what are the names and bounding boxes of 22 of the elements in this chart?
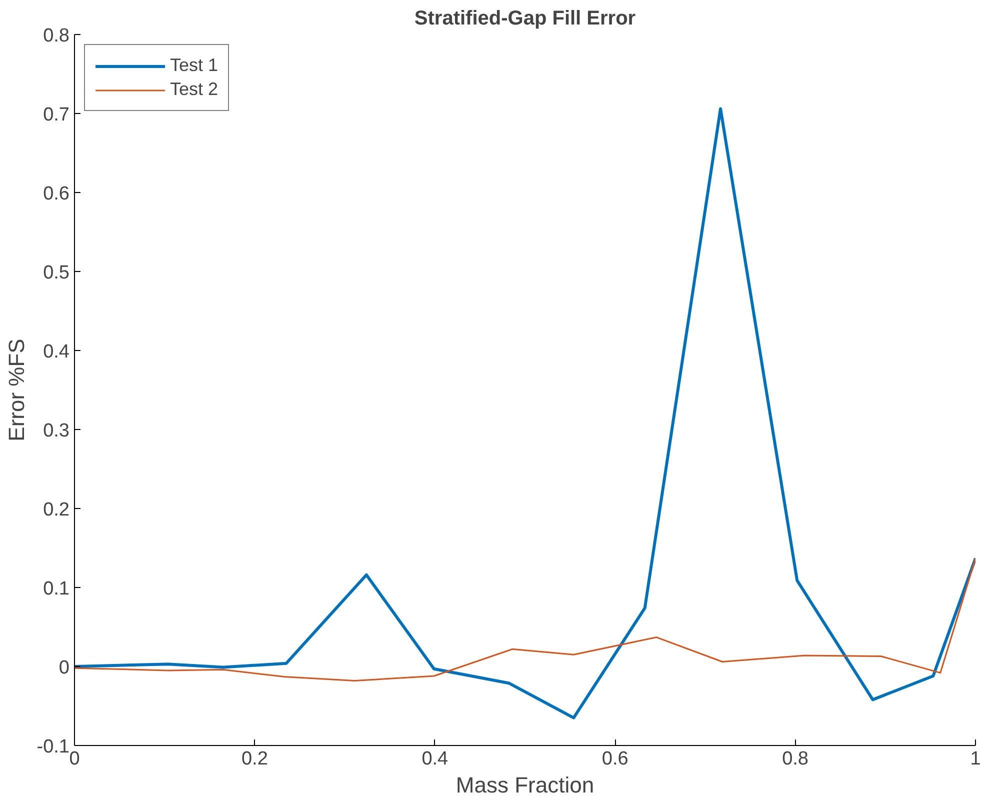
x-tick-label: 0.2 xyxy=(241,748,268,770)
legend-label: Test 1 xyxy=(170,55,218,76)
y-axis-title: Error %FS xyxy=(4,338,29,442)
y-tick-label: 0.4 xyxy=(43,342,70,362)
y-tick-label: -0.1 xyxy=(36,736,70,758)
y-tick-label: 0 xyxy=(58,658,70,678)
y-tick-label: 0.5 xyxy=(43,262,70,284)
x-axis-title: Mass Fraction xyxy=(456,772,594,798)
legend-label: Test 2 xyxy=(170,79,218,100)
x-tick-label: 0.8 xyxy=(782,748,809,770)
x-tick-label: 0.4 xyxy=(422,748,449,770)
line-series xyxy=(74,558,976,682)
y-tick-label: 0.6 xyxy=(43,184,70,204)
y-tick-label: 0.8 xyxy=(43,26,70,46)
y-tick-label: 0.3 xyxy=(43,420,70,442)
line-series xyxy=(74,107,976,720)
x-tick-label: 0.6 xyxy=(602,748,628,770)
y-tick-label: 0.1 xyxy=(43,578,70,600)
y-tick-label: 0.2 xyxy=(43,500,70,520)
chart-title: Stratified-Gap Fill Error xyxy=(414,8,636,30)
y-tick-label: 0.7 xyxy=(43,104,70,126)
x-tick-label: 1 xyxy=(970,748,981,770)
